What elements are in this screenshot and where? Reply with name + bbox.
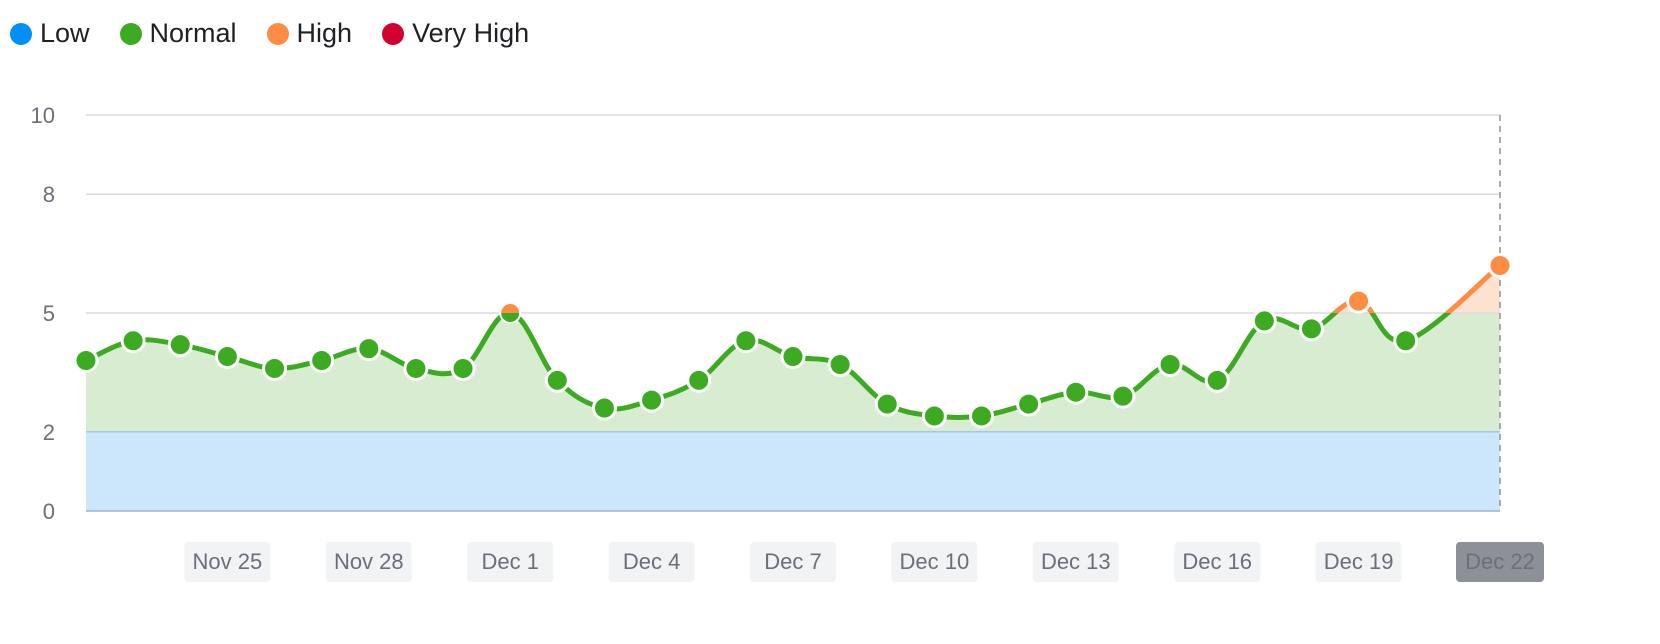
data-point [73, 348, 99, 374]
x-tick-pill [1174, 542, 1261, 582]
chart-legend: Low Normal High Very High [10, 18, 529, 49]
x-tick-pill [184, 542, 271, 582]
x-tick-label: Dec 4 [623, 549, 680, 574]
y-tick-label: 8 [43, 182, 55, 207]
data-point [1393, 328, 1419, 354]
x-tick-label: Dec 13 [1041, 549, 1111, 574]
band-low [86, 431, 1500, 511]
data-point [544, 367, 570, 393]
y-tick-label: 10 [31, 103, 55, 128]
data-point [1251, 308, 1277, 334]
x-tick-label: Dec 16 [1182, 549, 1252, 574]
data-point [1298, 316, 1324, 342]
band-high [86, 265, 1500, 313]
legend-dot-icon [10, 22, 32, 45]
x-tick-pill [1315, 542, 1402, 582]
data-point [120, 328, 146, 354]
x-tick-label: Nov 28 [334, 549, 404, 574]
y-tick-label: 0 [43, 499, 55, 524]
x-tick-pill [1456, 542, 1544, 582]
data-point [1063, 379, 1089, 405]
x-tick-label: Nov 25 [193, 549, 263, 574]
data-point [686, 367, 712, 393]
band-normal [86, 313, 1500, 432]
x-tick-pill [891, 542, 978, 582]
legend-label: Normal [149, 18, 237, 48]
legend-dot-icon [382, 22, 405, 45]
data-point [214, 344, 240, 370]
data-point [262, 355, 288, 381]
data-point [356, 336, 382, 362]
data-point [1487, 252, 1513, 278]
legend-dot-icon [266, 22, 289, 45]
legend-label: Very High [412, 18, 530, 48]
data-point [167, 332, 193, 358]
legend-item[interactable]: High [266, 18, 353, 49]
data-point-top [501, 304, 520, 313]
data-point [1346, 288, 1372, 314]
y-tick-label: 5 [43, 301, 55, 326]
x-tick-label: Dec 1 [481, 549, 538, 574]
data-point [780, 344, 806, 370]
legend-item[interactable]: Low [10, 18, 90, 49]
data-point [969, 403, 995, 429]
data-point [403, 355, 429, 381]
data-point-bottom [501, 313, 520, 322]
y-tick-label: 2 [43, 420, 55, 445]
data-point [591, 395, 617, 421]
x-tick-pill [467, 542, 554, 582]
legend-label: High [296, 18, 353, 48]
data-point [1157, 351, 1183, 377]
x-tick-pill [1032, 542, 1119, 582]
x-tick-pill [608, 542, 695, 582]
x-tick-label: Dec 19 [1324, 549, 1394, 574]
data-point [639, 387, 665, 413]
data-point [733, 328, 759, 354]
data-point [921, 403, 947, 429]
data-point [309, 348, 335, 374]
legend-dot-icon [119, 22, 142, 45]
data-point [1204, 367, 1230, 393]
legend-item[interactable]: Normal [119, 18, 237, 49]
data-point [874, 391, 900, 417]
x-tick-label: Dec 10 [900, 549, 970, 574]
data-point [827, 351, 853, 377]
x-tick-label: Dec 22 [1465, 549, 1535, 574]
legend-label: Low [40, 18, 90, 48]
x-tick-pill [325, 542, 412, 582]
data-point [1016, 391, 1042, 417]
legend-item[interactable]: Very High [382, 18, 529, 49]
x-tick-label: Dec 7 [764, 549, 821, 574]
data-point [450, 355, 476, 381]
data-point [1110, 383, 1136, 409]
x-tick-pill [750, 542, 836, 582]
